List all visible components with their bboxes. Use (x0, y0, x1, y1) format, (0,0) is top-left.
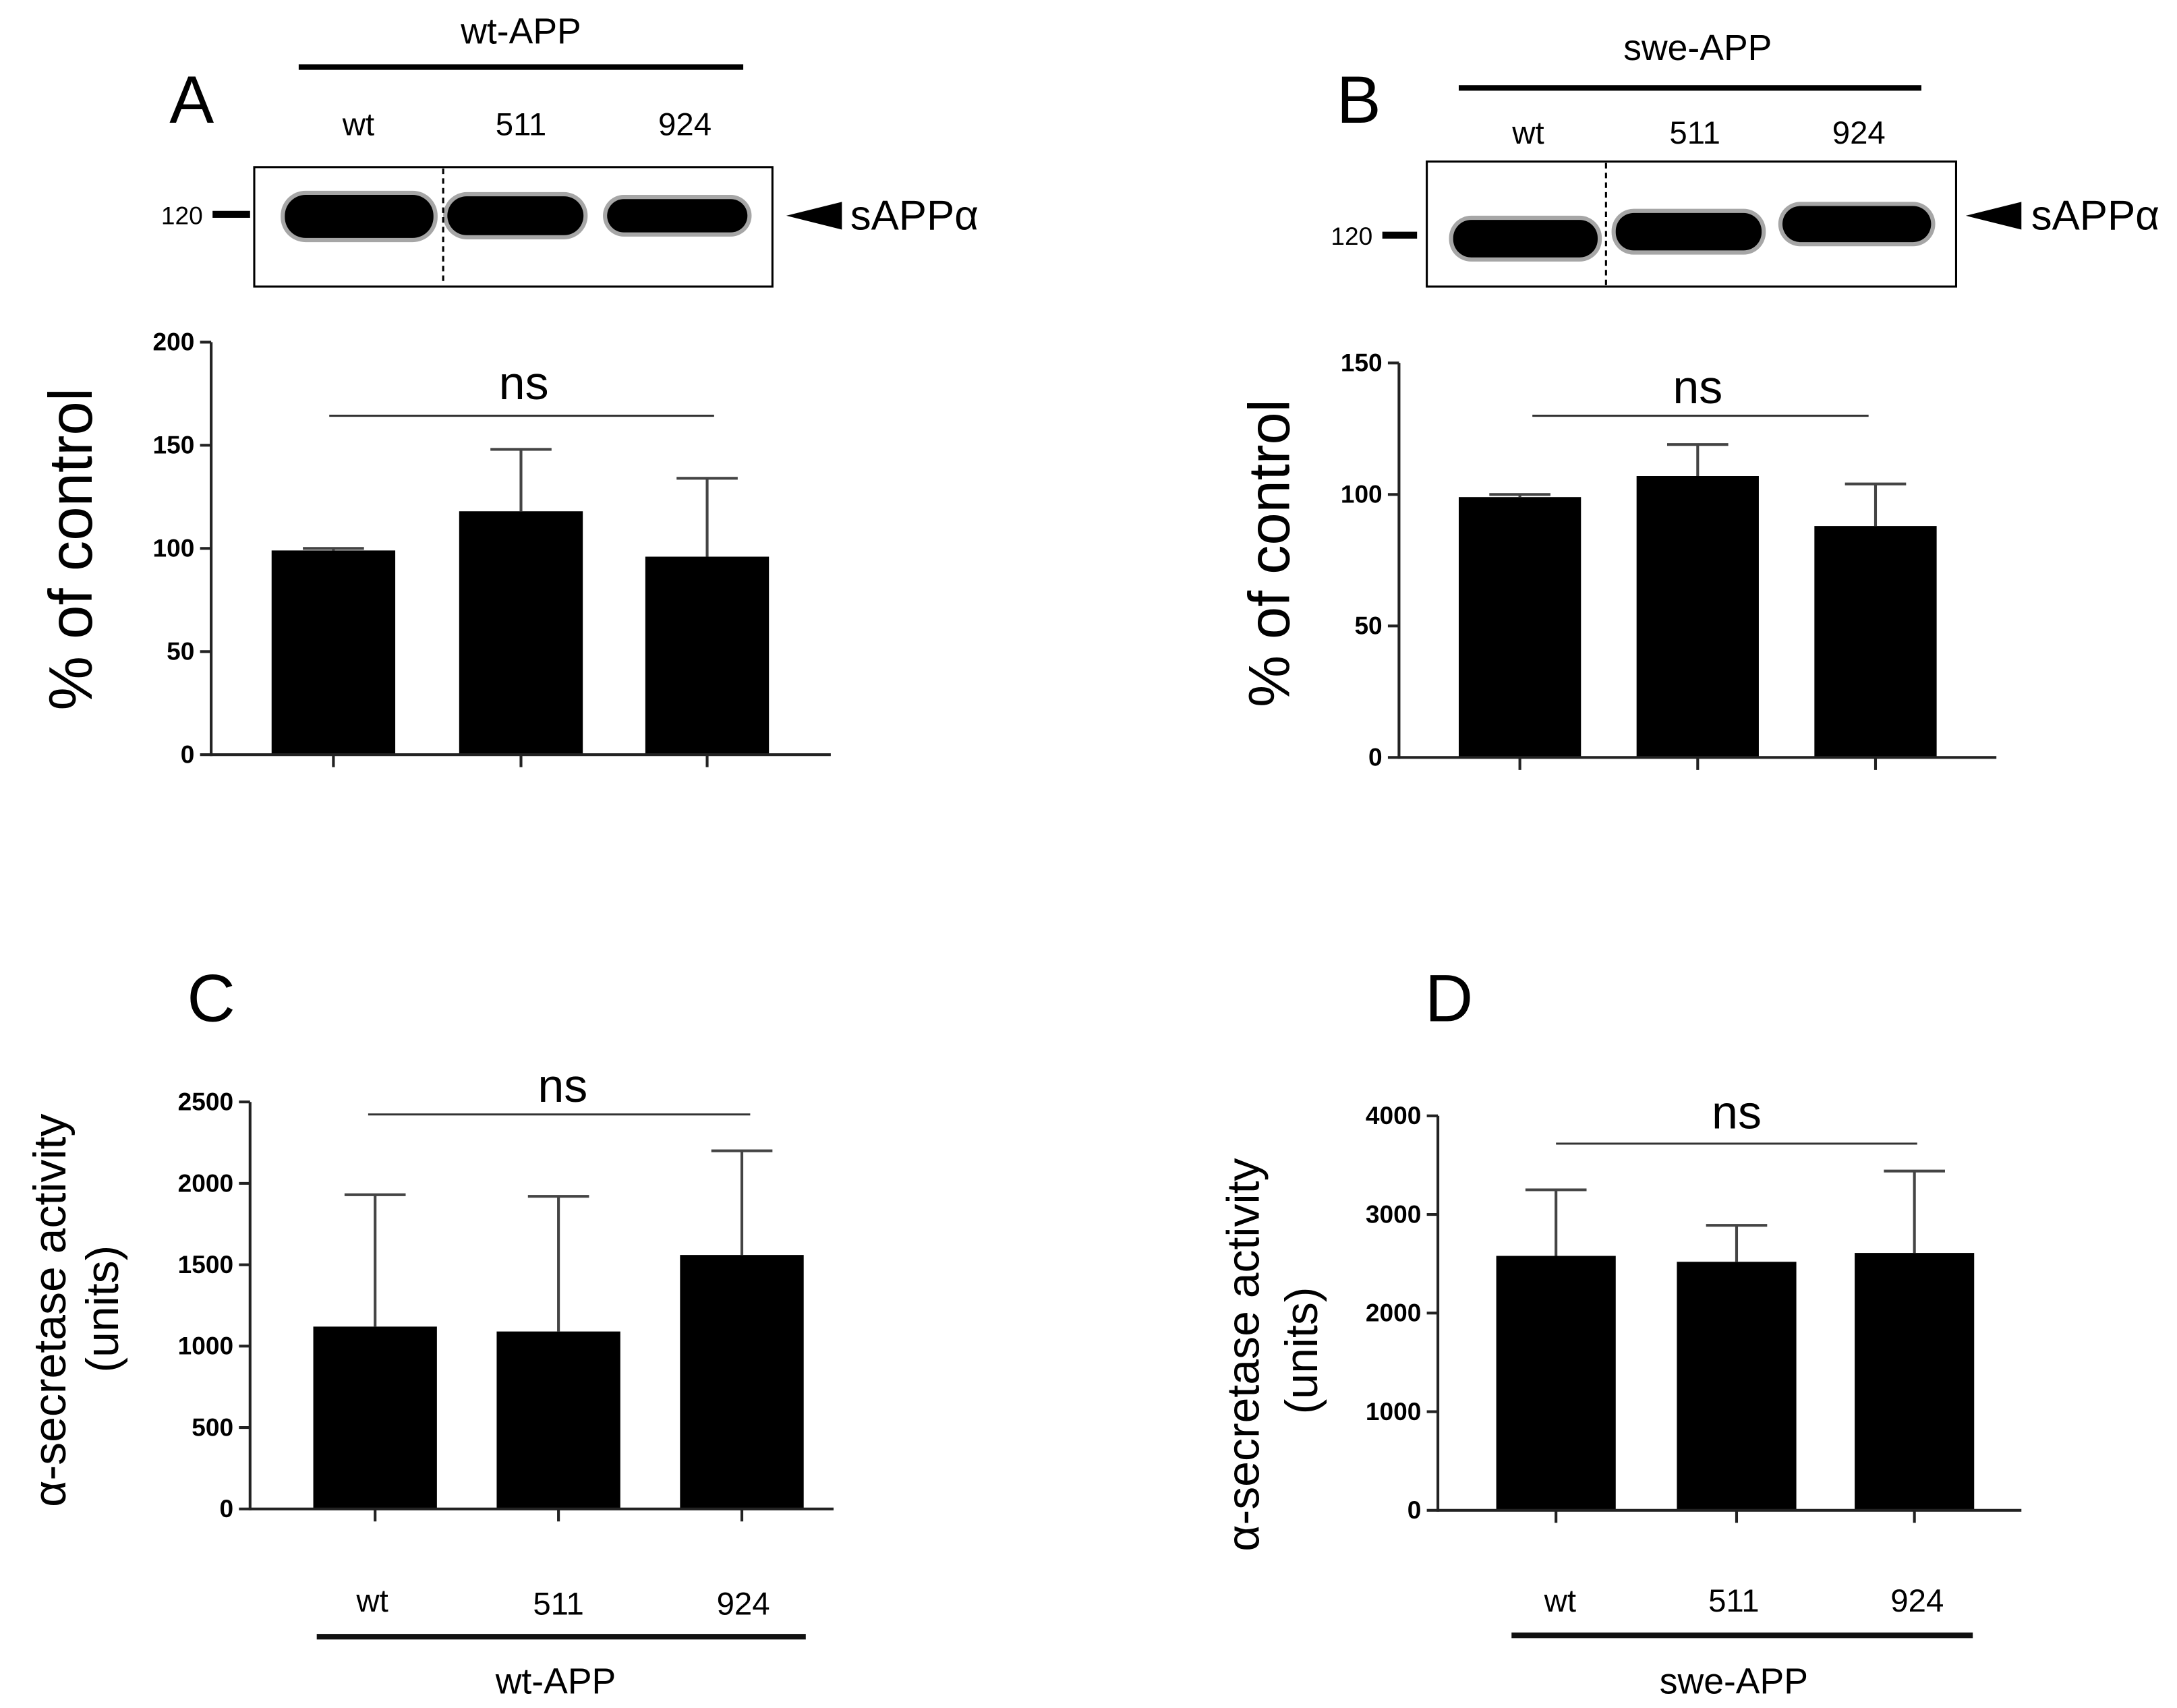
y-axis-units-d: (units) (1276, 1287, 1327, 1415)
y-tick-label: 2000 (1366, 1299, 1421, 1327)
y-axis-units-c: (units) (77, 1245, 128, 1373)
y-tick-label: 2500 (178, 1088, 233, 1116)
panel-d: D 0 1000 2000 3000 4000 α-secretase activity… (1217, 961, 2022, 1702)
mw-marker-label-a: 120 (161, 201, 203, 229)
bar-511 (1636, 476, 1759, 758)
bar-511 (496, 1331, 620, 1509)
bar-chart-b: 0 50 100 150 (1341, 349, 1997, 771)
lane-label-511-b: 511 (1669, 115, 1720, 151)
panel-label-c: C (187, 961, 235, 1036)
x-label-wt-d: wt (1544, 1583, 1576, 1619)
lane-label-wt-a: wt (342, 107, 374, 142)
y-tick-label: 0 (181, 740, 195, 769)
band-label-b: sAPPα (2031, 193, 2159, 239)
y-axis-label-c: α-secretase activity (24, 1114, 76, 1507)
y-tick-label: 500 (192, 1413, 233, 1441)
panel-label-b: B (1337, 62, 1381, 137)
lane-label-924-b: 924 (1832, 115, 1886, 151)
y-tick-label: 100 (1341, 480, 1383, 508)
significance-label-d: ns (1712, 1086, 1762, 1138)
panel-a: A wt-APP wt 511 924 120 sAPPα 0 50 100 150 2… (37, 11, 979, 768)
x-label-924-d: 924 (1890, 1583, 1944, 1619)
bar-511 (1677, 1262, 1797, 1510)
y-axis-label-d: α-secretase activity (1217, 1158, 1269, 1552)
blot-band-924-a (607, 199, 748, 233)
blot-band-wt-a (285, 195, 434, 238)
y-tick-label: 0 (1368, 743, 1383, 771)
bar-924 (680, 1255, 804, 1509)
bar-wt (1458, 497, 1581, 758)
y-tick-label: 1000 (178, 1332, 233, 1360)
lane-label-511-a: 511 (496, 107, 547, 142)
y-tick-label: 4000 (1366, 1101, 1421, 1129)
y-tick-label: 50 (1354, 612, 1382, 640)
panel-label-d: D (1425, 961, 1473, 1036)
y-tick-label: 3000 (1366, 1200, 1421, 1228)
x-label-wt-c: wt (355, 1583, 388, 1619)
bar-924 (645, 556, 770, 755)
y-tick-label: 150 (153, 431, 195, 459)
blot-group-label-a: wt-APP (460, 11, 581, 51)
arrowhead-icon (786, 202, 842, 230)
y-tick-label: 200 (153, 328, 195, 356)
bar-wt (313, 1326, 437, 1509)
arrowhead-icon (1965, 202, 2022, 230)
y-tick-label: 1500 (178, 1250, 233, 1278)
panel-label-a: A (169, 62, 214, 137)
y-axis-label-a: % of control (37, 388, 105, 711)
lane-label-wt-b: wt (1511, 115, 1544, 151)
significance-label-b: ns (1673, 361, 1722, 413)
panel-c: C 0 500 1000 1500 2000 2500 α-secretase activ… (24, 961, 834, 1702)
band-label-a: sAPPα (850, 193, 979, 239)
blot-band-511-a (447, 196, 584, 235)
blot-group-label-b: swe-APP (1623, 28, 1772, 68)
bar-924 (1814, 526, 1937, 758)
x-label-511-c: 511 (533, 1586, 584, 1622)
bar-511 (459, 511, 583, 755)
bar-chart-d: 0 1000 2000 3000 4000 (1366, 1101, 2022, 1524)
western-blot-b (1426, 160, 1958, 288)
significance-label-a: ns (499, 357, 549, 409)
lane-label-924-a: 924 (658, 107, 712, 142)
blot-band-511-b (1615, 212, 1762, 251)
y-tick-label: 1000 (1366, 1397, 1421, 1425)
panel-b: B swe-APP wt 511 924 120 sAPPα 0 50 100 150… (1238, 28, 2159, 771)
bar-chart-c: 0 500 1000 1500 2000 2500 (178, 1088, 834, 1523)
bar-924 (1855, 1253, 1975, 1510)
y-tick-label: 2000 (178, 1169, 233, 1197)
group-label-c: wt-APP (495, 1662, 616, 1702)
y-tick-label: 0 (219, 1494, 233, 1523)
y-tick-label: 150 (1341, 349, 1383, 377)
blot-band-wt-b (1453, 220, 1598, 258)
bar-wt (271, 550, 396, 755)
y-tick-label: 0 (1407, 1496, 1422, 1524)
bar-wt (1496, 1256, 1616, 1510)
y-tick-label: 50 (167, 637, 194, 666)
bar-chart-a: 0 50 100 150 200 (153, 328, 831, 769)
western-blot-a (253, 166, 774, 288)
mw-marker-label-b: 120 (1331, 222, 1372, 250)
y-axis-label-b: % of control (1238, 399, 1302, 707)
blot-band-924-b (1782, 206, 1932, 243)
group-label-d: swe-APP (1660, 1662, 1808, 1702)
x-label-924-c: 924 (717, 1586, 770, 1622)
significance-label-c: ns (538, 1059, 587, 1112)
x-label-511-d: 511 (1708, 1583, 1760, 1619)
y-tick-label: 100 (153, 534, 195, 562)
